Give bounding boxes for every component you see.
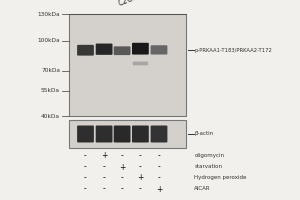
- Text: -: -: [139, 162, 142, 171]
- Text: -: -: [121, 152, 124, 160]
- Text: -: -: [121, 184, 124, 194]
- FancyBboxPatch shape: [96, 44, 112, 55]
- FancyBboxPatch shape: [114, 46, 130, 55]
- Text: -: -: [158, 173, 160, 182]
- Text: -: -: [158, 162, 160, 171]
- Text: starvation: starvation: [194, 164, 222, 170]
- Text: 130kDa: 130kDa: [38, 11, 60, 17]
- Text: +: +: [119, 162, 125, 171]
- Text: C2C12: C2C12: [117, 0, 144, 8]
- FancyBboxPatch shape: [132, 126, 149, 142]
- Text: β-actin: β-actin: [194, 132, 214, 136]
- Bar: [69, 120, 186, 148]
- Text: -: -: [84, 173, 87, 182]
- Text: oligomycin: oligomycin: [194, 154, 224, 158]
- Text: Hydrogen peroxide: Hydrogen peroxide: [194, 176, 247, 180]
- Text: -: -: [103, 184, 106, 194]
- FancyBboxPatch shape: [151, 45, 167, 55]
- Text: -: -: [158, 152, 160, 160]
- Text: -: -: [84, 162, 87, 171]
- FancyBboxPatch shape: [133, 62, 148, 65]
- Text: +: +: [101, 152, 107, 160]
- FancyBboxPatch shape: [114, 126, 130, 142]
- Text: -: -: [84, 184, 87, 194]
- FancyBboxPatch shape: [96, 126, 112, 142]
- FancyBboxPatch shape: [77, 126, 94, 142]
- Text: +: +: [137, 173, 144, 182]
- Text: -: -: [139, 152, 142, 160]
- Text: 100kDa: 100kDa: [38, 38, 60, 44]
- Text: -: -: [103, 162, 106, 171]
- Text: +: +: [156, 184, 162, 194]
- Text: 70kDa: 70kDa: [41, 68, 60, 73]
- FancyBboxPatch shape: [132, 43, 149, 55]
- Text: 55kDa: 55kDa: [41, 88, 60, 93]
- Text: AICAR: AICAR: [194, 186, 211, 192]
- Text: p-PRKAA1-T183/PRKAA2-T172: p-PRKAA1-T183/PRKAA2-T172: [194, 48, 272, 53]
- Text: -: -: [139, 184, 142, 194]
- Text: 40kDa: 40kDa: [41, 114, 60, 118]
- FancyBboxPatch shape: [151, 126, 167, 142]
- Bar: [69, 14, 186, 116]
- Text: -: -: [121, 173, 124, 182]
- FancyBboxPatch shape: [77, 45, 94, 56]
- Text: -: -: [84, 152, 87, 160]
- Text: -: -: [103, 173, 106, 182]
